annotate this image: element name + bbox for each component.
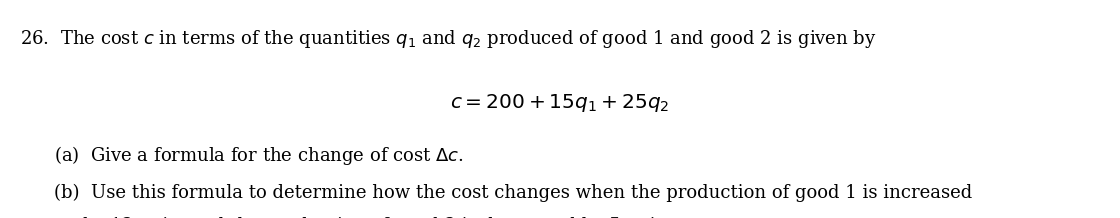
Text: 26.  The cost $c$ in terms of the quantities $q_1$ and $q_2$ produced of good 1 : 26. The cost $c$ in terms of the quantit… xyxy=(20,28,877,50)
Text: (b)  Use this formula to determine how the cost changes when the production of g: (b) Use this formula to determine how th… xyxy=(54,184,972,203)
Text: (a)  Give a formula for the change of cost $\Delta c$.: (a) Give a formula for the change of cos… xyxy=(54,144,464,167)
Text: by 12 units and the production of good 2 is decreased by 5 units.: by 12 units and the production of good 2… xyxy=(83,217,678,218)
Text: $c = 200 + 15q_1 + 25q_2$: $c = 200 + 15q_1 + 25q_2$ xyxy=(450,92,670,114)
